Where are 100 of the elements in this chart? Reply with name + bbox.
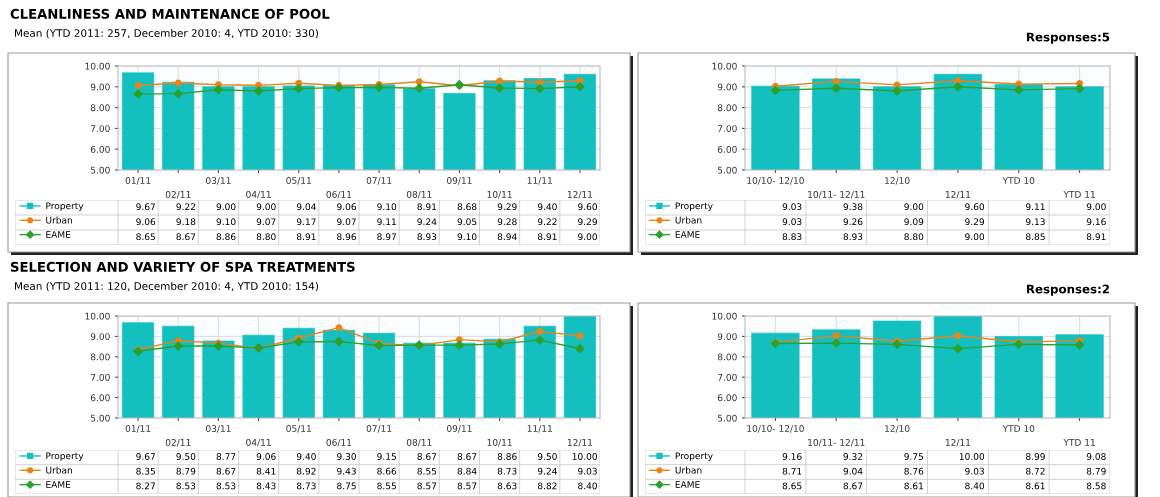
data-label: 9.29 [497, 203, 517, 211]
data-label: 9.00 [256, 203, 276, 211]
data-label: 9.03 [782, 203, 802, 211]
data-label: 8.41 [256, 467, 276, 475]
y-tick-label: 7.00 [718, 373, 737, 381]
data-label: 9.03 [578, 467, 597, 475]
x-tick-label: 02/11 [165, 438, 191, 447]
x-tick-label: 12/11 [567, 438, 593, 447]
y-tick-label: 6.00 [717, 145, 737, 153]
data-label: 8.63 [497, 482, 517, 490]
x-tick-label: 05/11 [286, 177, 311, 185]
data-label: 8.61 [904, 482, 924, 490]
y-tick-label: 9.00 [717, 333, 737, 340]
data-label: 9.06 [136, 218, 156, 226]
chart-subtitle: Mean (YTD 2011: 120, December 2010: 4, YTD 2010: 154) [15, 281, 318, 292]
data-label: 9.08 [1086, 453, 1106, 460]
x-tick-label: 12/11 [945, 438, 971, 447]
x-tick-label: 12/10 [885, 425, 910, 433]
data-label: 8.67 [216, 467, 236, 475]
legend-label: EAME [675, 481, 700, 488]
data-label: 8.68 [457, 203, 477, 211]
x-tick-label: YTD 10 [1002, 425, 1035, 432]
legend-label: Property [675, 202, 713, 211]
chart-title: CLEANLINESS AND MAINTENANCE OF POOL [10, 8, 330, 19]
y-tick-label: 5.00 [90, 414, 110, 422]
data-label: 9.38 [843, 203, 863, 211]
data-label: 9.06 [337, 203, 357, 211]
x-tick-label: 11/11 [527, 425, 552, 433]
legend-label: EAME [46, 231, 71, 238]
data-label: 9.03 [782, 218, 802, 226]
y-tick-label: 5.00 [717, 166, 737, 174]
data-label: 8.65 [136, 233, 155, 241]
data-label: 9.40 [537, 203, 557, 211]
data-label: 8.83 [782, 233, 802, 241]
x-tick-label: 08/11 [406, 190, 432, 199]
data-label: 9.04 [843, 467, 863, 475]
text: Responses:2 [1027, 284, 1109, 296]
y-tick-label: 8.00 [90, 104, 110, 112]
data-label: 8.57 [457, 482, 477, 490]
data-label: 8.86 [216, 233, 236, 241]
x-tick-label: 10/11 [487, 438, 512, 447]
x-tick-label: 02/11 [165, 190, 191, 199]
data-label: 8.84 [457, 467, 477, 475]
y-tick-label: 9.00 [90, 333, 110, 340]
text: Responses:5 [1027, 32, 1110, 44]
data-label: 9.26 [843, 218, 863, 226]
data-label: 8.97 [377, 233, 396, 241]
data-label: 9.07 [256, 218, 276, 226]
y-tick-label: 10.00 [712, 312, 737, 320]
data-label: 8.86 [497, 453, 517, 460]
x-tick-label: YTD 11 [1063, 439, 1095, 446]
data-label: 8.93 [417, 233, 437, 241]
data-label: 9.03 [965, 467, 984, 475]
data-label: 8.71 [782, 467, 802, 475]
x-tick-label: 01/11 [125, 177, 151, 185]
data-label: 9.18 [176, 218, 196, 226]
data-label: 8.79 [1086, 467, 1106, 475]
legend-label: EAME [675, 231, 700, 238]
x-tick-label: 03/11 [206, 425, 231, 433]
data-label: 8.76 [904, 467, 924, 475]
data-label: 8.40 [578, 482, 597, 490]
y-tick-label: 10.00 [85, 312, 110, 320]
data-label: 8.67 [457, 453, 477, 460]
data-label: 9.24 [417, 218, 437, 226]
data-label: 9.09 [904, 218, 924, 226]
data-label: 8.43 [256, 482, 276, 490]
data-label: 8.65 [782, 482, 802, 490]
data-label: 9.15 [377, 453, 396, 460]
data-label: 8.93 [843, 233, 863, 241]
y-tick-label: 7.00 [91, 373, 110, 381]
data-label: 8.80 [904, 233, 924, 241]
data-label: 8.80 [256, 233, 276, 241]
data-label: 10.00 [959, 453, 985, 460]
data-label: 9.13 [1025, 218, 1045, 226]
y-tick-label: 5.00 [90, 166, 110, 174]
y-tick-label: 9.00 [717, 83, 737, 91]
data-label: 9.28 [497, 218, 517, 226]
chart-title: SELECTION AND VARIETY OF SPA TREATMENTS [10, 261, 355, 272]
data-label: 9.24 [537, 467, 557, 475]
data-label: 8.67 [176, 233, 196, 241]
data-label: 9.67 [136, 203, 155, 211]
x-tick-label: 12/11 [945, 190, 971, 199]
data-label: 8.91 [417, 203, 437, 211]
y-tick-label: 5.00 [717, 414, 737, 422]
data-label: 8.61 [1026, 482, 1045, 490]
x-tick-label: 10/11- 12/11 [808, 438, 865, 447]
data-label: 8.55 [377, 482, 396, 490]
data-label: 9.16 [1086, 218, 1106, 226]
data-label: 8.82 [537, 482, 557, 490]
data-label: 9.16 [782, 453, 802, 460]
legend-label: Property [46, 202, 84, 211]
data-label: 9.05 [457, 218, 477, 226]
x-tick-label: YTD 10 [1002, 177, 1035, 184]
x-tick-label: 11/11 [527, 177, 552, 185]
x-tick-label: 12/11 [567, 190, 593, 199]
legend-label: Urban [46, 466, 72, 474]
data-label: 9.29 [578, 218, 597, 226]
x-tick-label: 09/11 [447, 177, 472, 185]
data-label: 8.92 [296, 467, 316, 475]
data-label: 9.50 [537, 453, 557, 460]
